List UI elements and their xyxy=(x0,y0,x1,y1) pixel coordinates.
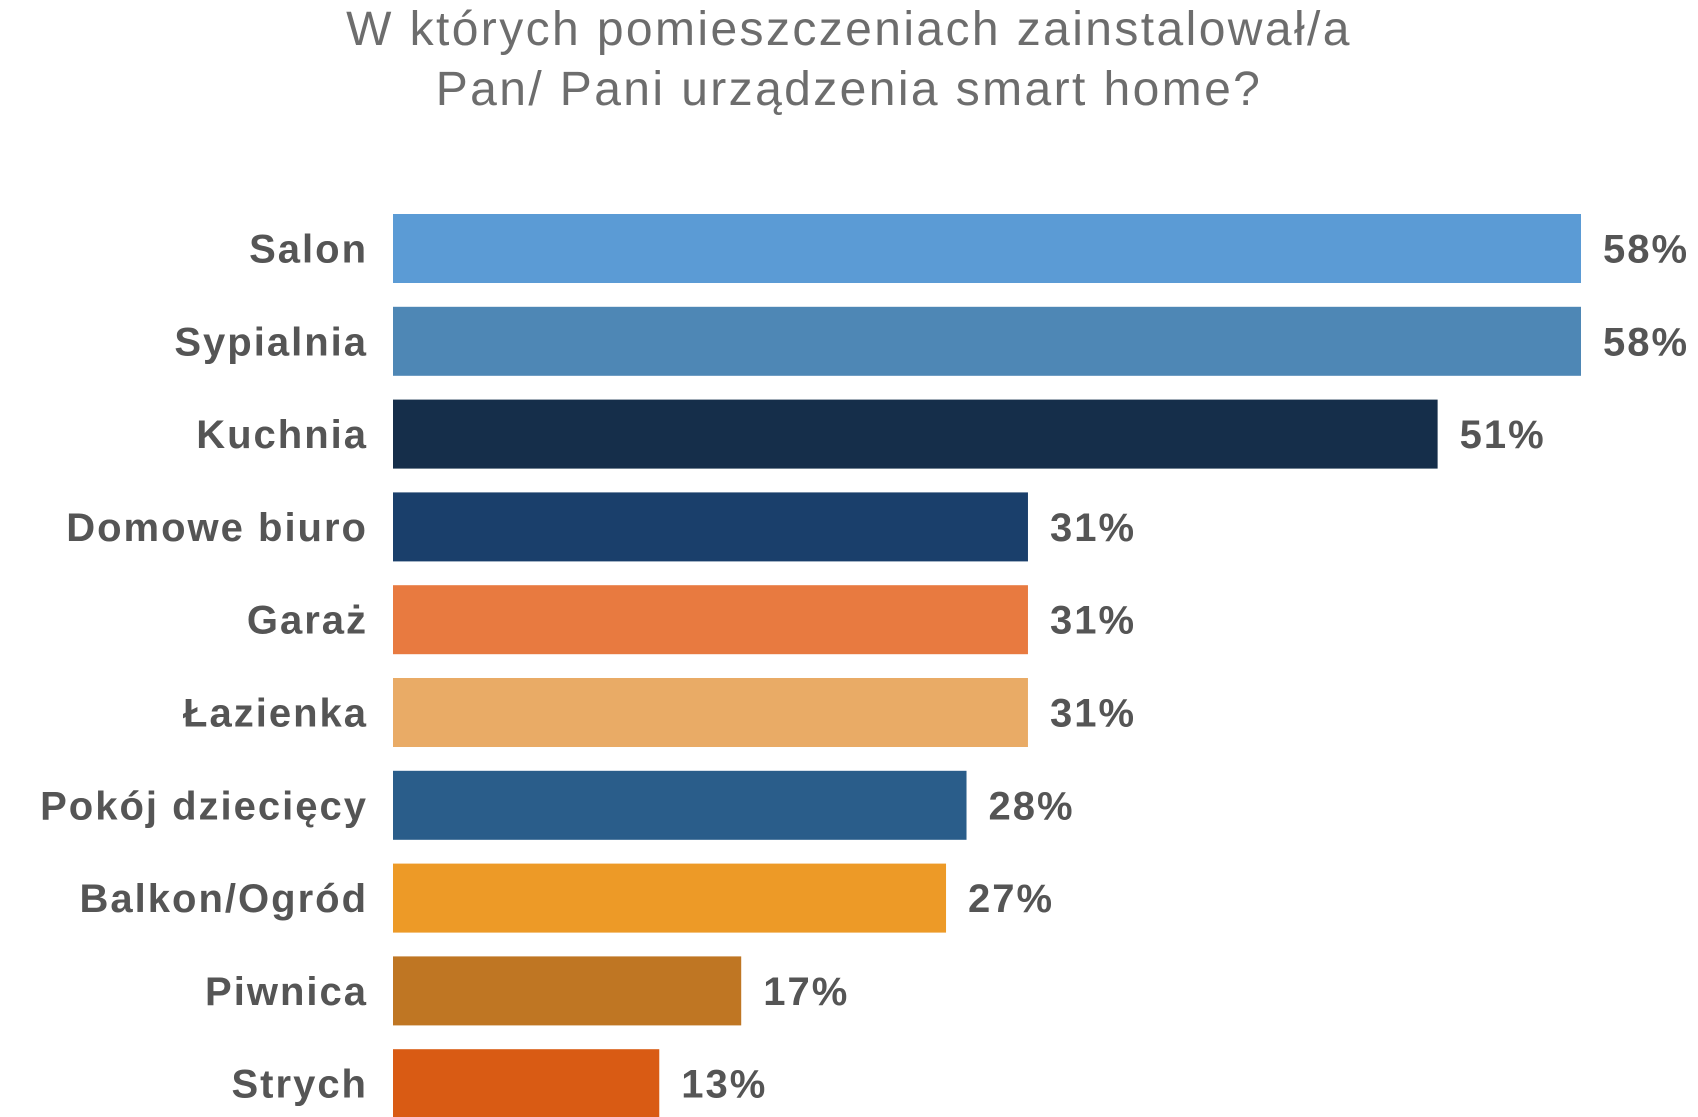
value-label-3: 31% xyxy=(1050,506,1136,550)
bar-0 xyxy=(393,214,1581,283)
chart-title-line-1: W których pomieszczeniach zainstalował/a xyxy=(346,3,1352,56)
bar-2 xyxy=(393,399,1438,469)
value-label-1: 58% xyxy=(1603,320,1689,364)
category-label-5: Łazienka xyxy=(183,692,368,736)
value-label-8: 17% xyxy=(763,970,849,1014)
chart-title: W których pomieszczeniach zainstalował/a… xyxy=(0,0,1698,130)
bar-7 xyxy=(393,863,947,933)
bar-1 xyxy=(393,306,1581,376)
bar-5 xyxy=(393,678,1028,747)
category-label-7: Balkon/Ogród xyxy=(80,877,368,921)
bar-4 xyxy=(393,585,1028,655)
value-label-4: 31% xyxy=(1050,599,1136,643)
value-label-9: 13% xyxy=(681,1063,767,1107)
bar-6 xyxy=(393,770,967,840)
bar-9 xyxy=(393,1049,660,1117)
value-label-5: 31% xyxy=(1050,692,1136,736)
category-label-2: Kuchnia xyxy=(196,413,368,457)
bar-8 xyxy=(393,956,742,1026)
category-label-3: Domowe biuro xyxy=(66,506,368,550)
category-labels: Salon Sypialnia Kuchnia Domowe biuro Garaż Ła… xyxy=(40,228,369,1107)
value-label-0: 58% xyxy=(1603,228,1689,272)
category-label-8: Piwnica xyxy=(205,970,368,1014)
value-label-2: 51% xyxy=(1460,413,1546,457)
category-label-6: Pokój dziecięcy xyxy=(40,784,368,828)
value-labels: 58% 58% 51% 31% 31% 31% 28% 27% 17% 13% xyxy=(681,228,1689,1107)
bar-3 xyxy=(393,492,1028,562)
category-label-4: Garaż xyxy=(247,599,368,643)
category-label-0: Salon xyxy=(249,228,368,272)
value-label-6: 28% xyxy=(989,784,1075,828)
category-label-9: Strych xyxy=(232,1063,369,1107)
chart-title-line-2: Pan/ Pani urządzenia smart home? xyxy=(435,63,1263,116)
category-label-1: Sypialnia xyxy=(174,320,368,364)
bars-group xyxy=(393,214,1581,1117)
value-label-7: 27% xyxy=(968,877,1054,921)
